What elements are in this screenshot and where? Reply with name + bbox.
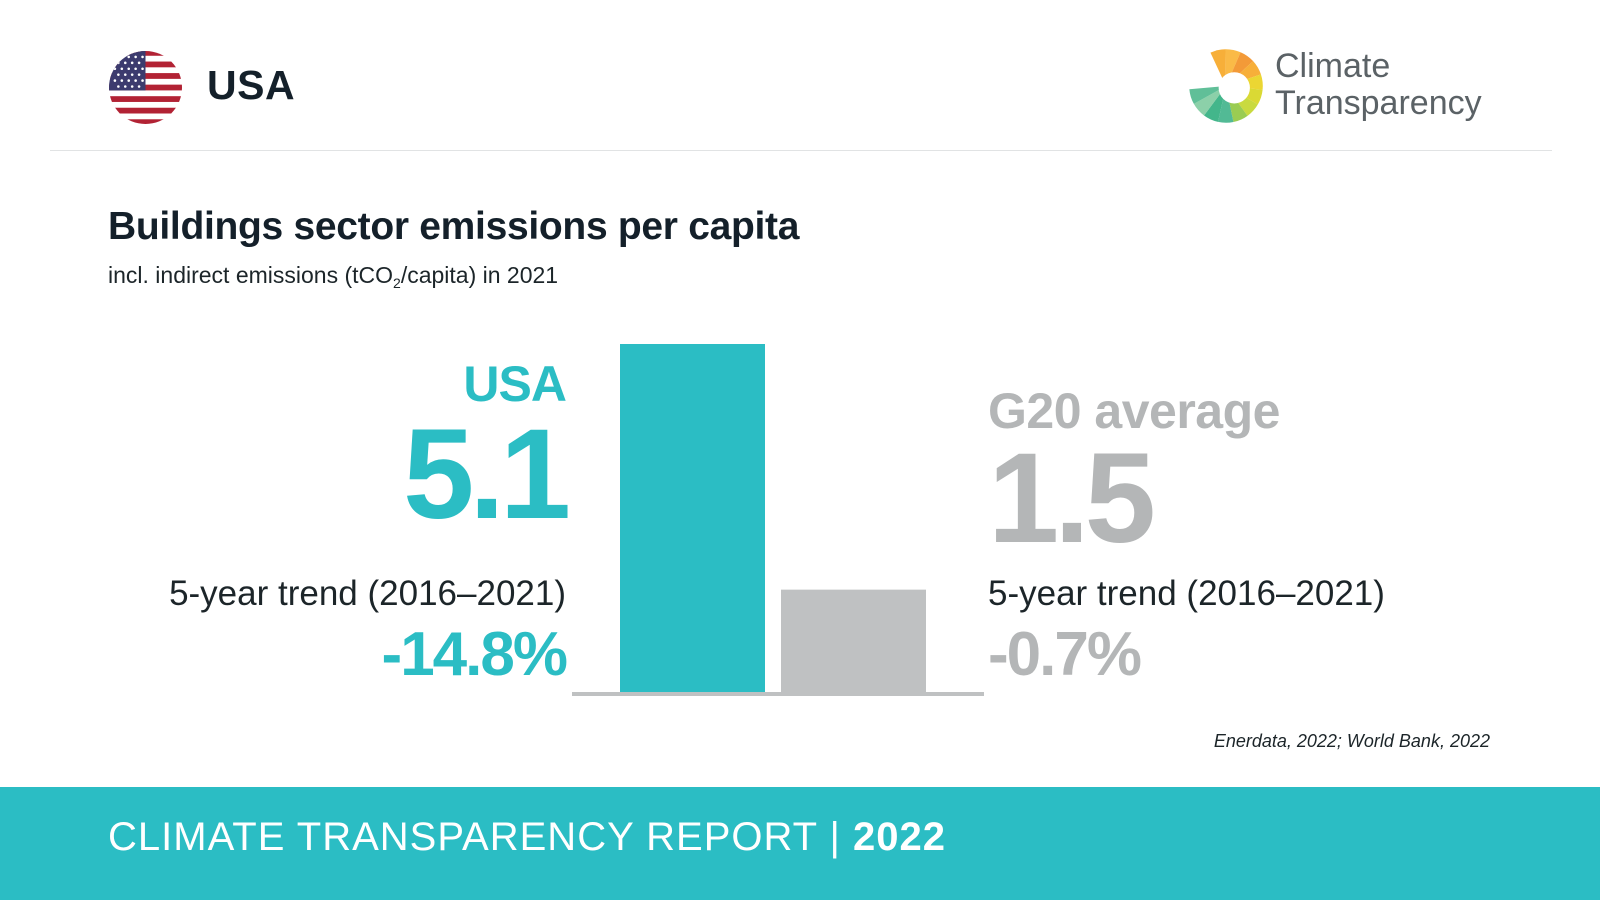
footer-report-label: CLIMATE TRANSPARENCY REPORT bbox=[108, 815, 818, 859]
chart-subtitle: incl. indirect emissions (tCO2/capita) i… bbox=[108, 262, 558, 291]
country-trend-value: -14.8% bbox=[381, 620, 568, 689]
logo-petal bbox=[1210, 49, 1226, 86]
footer-banner: CLIMATE TRANSPARENCY REPORT | 2022 bbox=[0, 787, 1600, 900]
source-note: Enerdata, 2022; World Bank, 2022 bbox=[1213, 731, 1490, 751]
subtitle-text-start: incl. indirect emissions (tCO bbox=[108, 262, 394, 288]
footer-text: CLIMATE TRANSPARENCY REPORT | 2022 bbox=[108, 815, 946, 860]
logo-petal bbox=[1189, 86, 1226, 104]
country-trend-label: 5-year trend (2016–2021) bbox=[169, 574, 566, 613]
g20-trend-label: 5-year trend (2016–2021) bbox=[988, 574, 1385, 613]
climate-transparency-logo bbox=[1189, 49, 1263, 123]
brand-name-line1: Climate bbox=[1275, 47, 1391, 85]
chart-title: Buildings sector emissions per capita bbox=[108, 205, 800, 248]
bar-usa bbox=[620, 344, 765, 692]
subtitle-subscript: 2 bbox=[393, 275, 401, 291]
footer-separator: | bbox=[829, 815, 841, 859]
logo-petal bbox=[1193, 86, 1226, 116]
brand-name: Climate Transparency bbox=[1275, 48, 1482, 122]
g20-stat-label: G20 average bbox=[988, 383, 1280, 439]
country-stat-label: USA bbox=[463, 356, 567, 412]
header-divider bbox=[50, 150, 1552, 151]
country-stat-value: 5.1 bbox=[403, 403, 571, 546]
us-flag-icon bbox=[108, 50, 183, 125]
logo-petal bbox=[1218, 86, 1234, 123]
bar-chart bbox=[572, 344, 984, 696]
g20-trend-value: -0.7% bbox=[988, 620, 1142, 689]
brand-name-line2: Transparency bbox=[1275, 84, 1482, 122]
x-axis-line bbox=[572, 692, 984, 696]
bar-g20-average bbox=[781, 589, 926, 692]
g20-stat-value: 1.5 bbox=[988, 427, 1156, 570]
subtitle-text-end: /capita) in 2021 bbox=[400, 262, 559, 288]
country-name: USA bbox=[207, 62, 296, 108]
footer-year: 2022 bbox=[853, 815, 947, 859]
